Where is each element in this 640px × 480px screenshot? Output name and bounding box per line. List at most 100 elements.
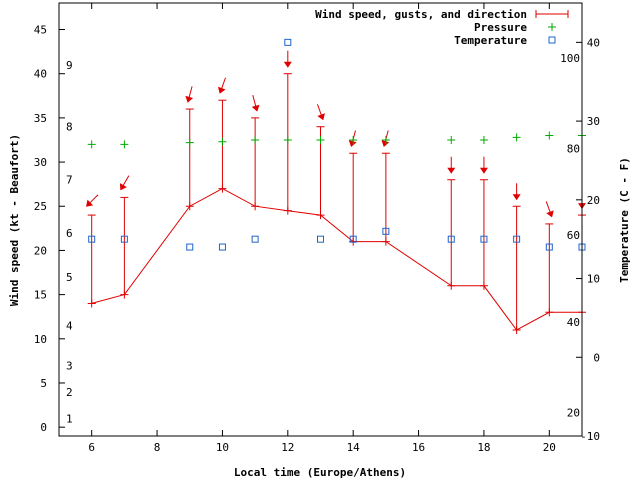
beaufort-label: 8: [66, 121, 73, 134]
x-tick-label: 20: [543, 441, 556, 454]
beaufort-label: 7: [66, 174, 73, 187]
wind-direction-arrow-head: [217, 86, 226, 94]
wind-direction-arrow: [251, 95, 260, 112]
x-tick-label: 18: [477, 441, 490, 454]
temperature-point: [120, 235, 128, 243]
temperature-point: [186, 243, 194, 251]
wind-direction-arrow: [119, 175, 130, 191]
wind-speed-point: [381, 237, 390, 246]
wind-direction-arrow-head: [512, 194, 521, 201]
beaufort-label: 1: [66, 412, 73, 425]
y-tick-label-left: 25: [34, 200, 47, 213]
beaufort-label: 4: [66, 320, 73, 333]
wind-direction-arrow-head: [185, 95, 194, 103]
temperature-point: [382, 227, 390, 235]
x-tick-label: 16: [412, 441, 425, 454]
pressure-point: [349, 135, 358, 144]
fahrenheit-label: 60: [567, 229, 580, 242]
beaufort-label: 9: [66, 59, 73, 72]
x-tick-label: 8: [154, 441, 161, 454]
wind-direction-arrow: [86, 194, 99, 207]
wind-direction-arrow-head: [317, 113, 325, 121]
wind-direction-arrow-head: [283, 61, 292, 68]
beaufort-label: 6: [66, 227, 73, 240]
pressure-point: [120, 140, 129, 149]
wind-speed-line: [91, 188, 582, 331]
pressure-point: [381, 135, 390, 144]
wind-speed-point: [283, 206, 292, 215]
pressure-point: [447, 135, 456, 144]
wind-direction-arrow-head: [119, 183, 127, 191]
wind-direction-arrow: [447, 156, 456, 174]
y-tick-label-left: 35: [34, 112, 47, 125]
temperature-point: [88, 235, 96, 243]
y-tick-label-left: 20: [34, 244, 47, 257]
wind-direction-arrow: [479, 156, 488, 174]
wind-direction-arrow-shaft: [316, 104, 322, 116]
x-tick-label: 6: [88, 441, 95, 454]
legend-swatch-pressure: [548, 23, 556, 31]
temperature-point: [545, 243, 553, 251]
y-tick-label-left: 40: [34, 68, 47, 81]
wind-direction-arrow-head: [348, 140, 357, 147]
wind-speed-point: [218, 184, 227, 193]
pressure-point: [218, 137, 227, 146]
temperature-point: [317, 235, 324, 243]
beaufort-label: 3: [66, 359, 73, 372]
wind-direction-arrow-head: [479, 167, 488, 174]
wind-speed-point: [185, 202, 194, 211]
wind-speed-point: [512, 325, 521, 334]
fahrenheit-label: 80: [567, 143, 580, 156]
legend-swatch-temperature: [548, 36, 556, 44]
y-tick-label-right: 30: [587, 115, 600, 128]
x-axis-label: Local time (Europe/Athens): [234, 466, 406, 479]
y-tick-label-left: 0: [40, 421, 47, 434]
wind-direction-arrow-head: [86, 199, 94, 207]
wind-direction-arrow-shaft: [220, 77, 226, 90]
wind-direction-arrow-shaft: [188, 86, 193, 99]
wind-direction-arrow-shaft: [252, 95, 257, 107]
pressure-point: [87, 140, 96, 149]
wind-speed-point: [447, 281, 456, 290]
plot-frame: [58, 2, 583, 437]
wind-speed-point: [251, 202, 260, 211]
y-tick-label-left: 30: [34, 156, 47, 169]
wind-direction-arrow-head: [381, 140, 390, 147]
wind-speed-point: [120, 290, 129, 299]
wind-speed-point: [479, 281, 488, 290]
legend-label-wind: Wind speed, gusts, and direction: [315, 8, 527, 21]
y-tick-label-left: 15: [34, 289, 47, 302]
temperature-point: [218, 243, 226, 251]
y-tick-label-left: 5: [40, 377, 47, 390]
temperature-point: [513, 235, 521, 243]
pressure-point: [251, 135, 260, 144]
legend-label-temperature: Temperature: [454, 34, 527, 47]
temperature-point: [251, 235, 259, 243]
fahrenheit-label: 40: [567, 316, 580, 329]
y-tick-label-right: 10: [587, 273, 600, 286]
pressure-point: [479, 135, 488, 144]
pressure-point: [316, 135, 325, 144]
wind-direction-arrow: [217, 77, 226, 94]
wind-direction-arrow-shaft: [89, 194, 99, 204]
wind-direction-arrow-shaft: [122, 175, 130, 187]
temperature-point: [447, 235, 455, 243]
fahrenheit-label: 100: [560, 52, 580, 65]
y-tick-label-right: 40: [587, 36, 600, 49]
y-tick-label-left: 45: [34, 24, 47, 37]
pressure-point: [545, 131, 554, 140]
wind-speed-point: [545, 308, 554, 317]
y-tick-label-left: 10: [34, 333, 47, 346]
y-tick-label-right: 20: [587, 194, 600, 207]
wind-direction-arrow: [512, 183, 521, 201]
y-tick-label-right: -10: [580, 430, 600, 443]
wind-speed-point: [316, 211, 325, 220]
wind-direction-arrow: [283, 50, 292, 68]
pressure-point: [283, 135, 292, 144]
wind-direction-arrow: [316, 104, 325, 121]
beaufort-label: 2: [66, 386, 73, 399]
temperature-point: [349, 235, 357, 243]
pressure-point: [185, 138, 194, 147]
